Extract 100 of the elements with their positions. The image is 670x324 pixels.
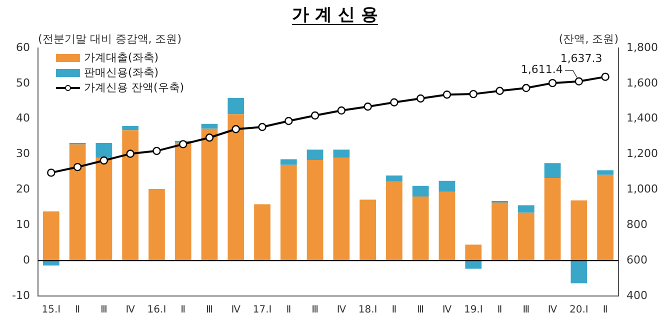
x-tick-label: Ⅳ [126,304,136,316]
bar [412,196,429,261]
data-label: 1,637.3 [560,52,602,66]
point [522,84,530,92]
bar [122,126,139,130]
y2-tick-label: 1,400 [626,112,658,125]
legend-label: 가계신용 잔액(우축) [84,80,184,94]
bar [228,114,244,261]
bar [386,182,402,261]
point [442,90,452,99]
x-tick-label: Ⅲ [100,304,108,316]
y2-tick-label: 1,200 [626,147,658,160]
bar [333,158,350,261]
x-tick-label: Ⅱ [497,304,502,316]
point [126,150,134,158]
y2-axis-title: (잔액, 조원) [558,32,619,46]
point [390,98,398,106]
x-tick-label: Ⅱ [602,304,608,316]
x-tick-label: Ⅱ [392,304,397,316]
point [179,140,188,148]
y-tick-label: 20 [16,182,30,196]
point [284,116,293,126]
point [100,156,108,165]
y2-tick-label: 1,800 [626,40,658,54]
bar [544,163,561,178]
y-tick-label: -10 [12,288,30,302]
bar [465,260,482,269]
y2-tick-label: 800 [626,218,648,231]
legend-label: 판매신용(좌축) [84,66,159,79]
bar [438,180,456,192]
bar [360,200,376,261]
bar [386,176,402,182]
bar [122,130,139,261]
x-tick-label: Ⅲ [206,304,213,316]
point [232,125,240,134]
x-tick-label: Ⅳ [442,304,452,316]
bar [306,150,324,160]
point [416,94,425,103]
y-tick-label: 50 [16,76,30,90]
bar [333,150,350,158]
bar [280,164,297,261]
legend-label: 가계대출(좌축) [84,50,159,64]
bar [597,174,614,261]
x-tick-label: Ⅳ [231,304,242,316]
bar [228,98,244,114]
point [47,168,56,177]
bar [492,202,508,261]
y-tick-label: 10 [16,218,30,231]
bar [597,170,614,175]
bar [254,204,270,261]
bar [306,160,324,261]
bar [69,144,86,261]
x-tick-label: 20.Ⅰ [569,304,588,316]
bar [201,124,218,129]
x-tick-label: Ⅲ [417,304,424,316]
x-tick-label: Ⅳ [336,304,347,316]
y2-tick-label: 600 [626,253,648,266]
y-tick-label: 40 [16,112,30,125]
point [548,78,557,88]
point [496,86,504,95]
point [258,122,266,132]
point [601,72,610,81]
bar [570,260,588,284]
data-label: 1,611.4 [520,62,563,76]
x-tick-label: 18.Ⅰ [358,304,378,316]
bar [570,200,588,261]
y-tick-label: 60 [16,40,30,54]
y-tick-label: 0 [22,253,30,266]
bar [280,159,297,165]
y-axis-title: (전분기말 대비 증감액, 조원) [38,32,182,46]
bar [42,211,60,261]
bar [201,128,218,261]
x-tick-label: 19.Ⅰ [464,304,483,316]
point [337,106,346,115]
x-tick-label: 15.Ⅰ [42,304,61,316]
bar [438,191,456,261]
point [310,111,320,120]
y2-tick-label: 1,000 [626,182,658,196]
point [364,102,372,111]
x-tick-label: Ⅱ [286,304,292,316]
x-tick-label: 17.Ⅰ [252,304,272,316]
x-tick-label: 16.Ⅰ [147,304,166,316]
x-tick-label: Ⅲ [312,304,318,316]
point [574,77,584,86]
x-tick-label: Ⅳ [548,304,558,316]
bar [518,212,534,261]
bar [412,186,429,196]
bar [148,189,165,261]
y2-tick-label: 1,600 [626,76,658,90]
point [469,90,478,98]
bar [544,178,561,261]
point [152,146,161,156]
bar [96,157,112,261]
bar [42,260,60,266]
bar [96,142,112,158]
bar [174,142,192,261]
x-tick-label: Ⅲ [522,304,530,316]
point [205,134,214,142]
bar [465,244,482,261]
y2-tick-label: 400 [626,288,648,302]
